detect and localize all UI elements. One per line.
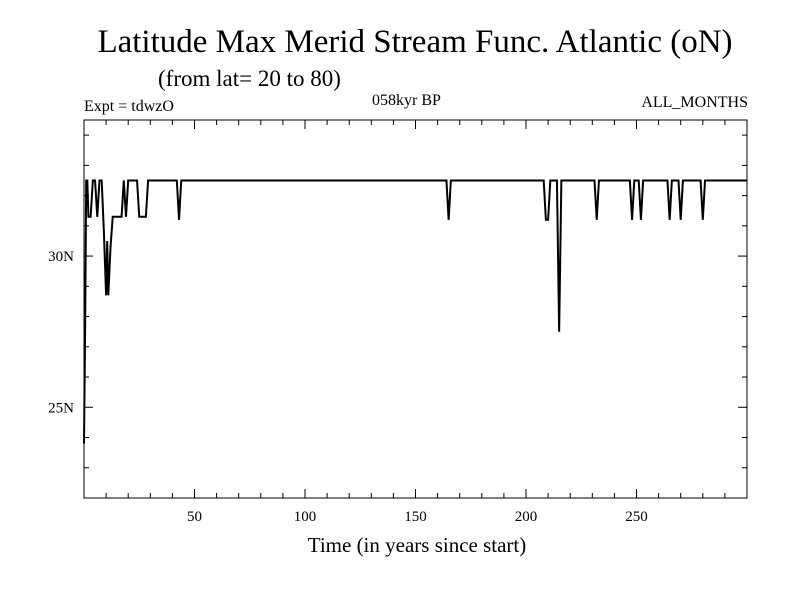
axis-ticks bbox=[84, 120, 747, 499]
period-label: 058kyr BP bbox=[372, 92, 441, 109]
y-tick-label: 30N bbox=[48, 249, 74, 265]
x-tick-label: 250 bbox=[625, 509, 648, 525]
series-line bbox=[83, 179, 747, 444]
chart-title: Latitude Max Merid Stream Func. Atlantic… bbox=[97, 24, 733, 60]
x-tick-label: 100 bbox=[294, 509, 317, 525]
plot-frame bbox=[83, 119, 748, 499]
x-tick-label: 150 bbox=[404, 509, 427, 525]
axis-tick-labels: 50 100 150 200 250 25N 30N bbox=[48, 249, 648, 525]
experiment-label: Expt = tdwzO bbox=[84, 98, 174, 115]
x-axis-label: Time (in years since start) bbox=[307, 533, 527, 557]
x-tick-label: 200 bbox=[515, 509, 538, 525]
months-label: ALL_MONTHS bbox=[641, 94, 748, 111]
y-tick-label: 25N bbox=[48, 400, 74, 416]
chart-subtitle: (from lat= 20 to 80) bbox=[158, 66, 341, 91]
x-tick-label: 50 bbox=[187, 509, 202, 525]
